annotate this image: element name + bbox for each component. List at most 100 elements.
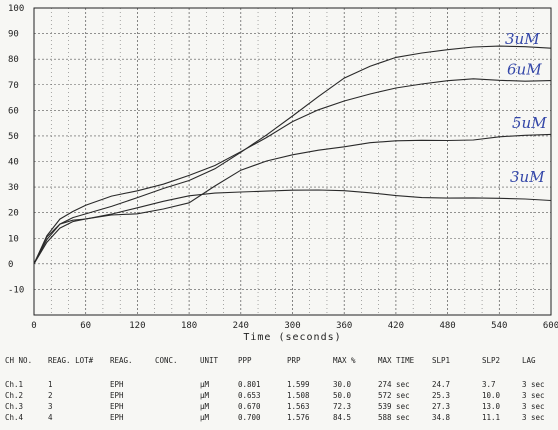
table-cell: μM	[200, 391, 210, 400]
table-cell: 588 sec	[378, 413, 410, 422]
plot-frame	[33, 7, 552, 316]
chart-grid	[34, 7, 551, 316]
series-line	[33, 78, 552, 265]
table-row: Ch.1 1 EPH μM 0.801 1.599 30.0 274 sec 24.7 3.7 3 …	[0, 380, 558, 391]
y-tick-label: 40	[8, 158, 19, 168]
chart-series	[33, 45, 552, 265]
x-tick-label: 240	[233, 321, 249, 331]
table-cell: PRP	[287, 356, 301, 365]
table-cell: 24.7	[432, 380, 451, 389]
handwritten-annotation: 3uM	[505, 30, 540, 48]
table-cell: UNIT	[200, 356, 219, 365]
table-header: CH NO. REAG. LOT# REAG. CONC. UNIT PPP PRP MAX …	[0, 356, 558, 367]
table-cell: 1.563	[287, 402, 310, 411]
series-line	[33, 189, 552, 265]
table-cell: 2	[48, 391, 53, 400]
table-cell: REAG. LOT#	[48, 356, 94, 365]
table-cell: 1.508	[287, 391, 310, 400]
table-cell: 0.801	[238, 380, 261, 389]
series-line	[33, 45, 552, 265]
x-tick-label: 300	[284, 321, 300, 331]
table-cell: SLP2	[482, 356, 501, 365]
table-cell: 3 sec	[522, 402, 545, 411]
table-cell: μM	[200, 413, 210, 422]
table-cell: 0.700	[238, 413, 261, 422]
table-cell: EPH	[110, 380, 124, 389]
y-tick-label: 80	[8, 55, 19, 65]
x-tick-label: 600	[543, 321, 558, 331]
handwritten-annotation: 6uM	[507, 61, 542, 79]
table-cell: 0.670	[238, 402, 261, 411]
table-cell: 27.3	[432, 402, 451, 411]
table-cell: 84.5	[333, 413, 352, 422]
x-tick-label: 120	[129, 321, 145, 331]
table-cell: Ch.2	[5, 391, 24, 400]
table-cell: 572 sec	[378, 391, 410, 400]
table-row: Ch.2 2 EPH μM 0.653 1.508 50.0 572 sec 25.3 10.0 3…	[0, 391, 558, 402]
x-tick-label: 540	[491, 321, 507, 331]
table-cell: 539 sec	[378, 402, 410, 411]
table-cell: 3 sec	[522, 391, 545, 400]
table-cell: 1	[48, 380, 53, 389]
x-tick-label: 180	[181, 321, 197, 331]
table-cell: 3.7	[482, 380, 496, 389]
x-tick-label: 480	[439, 321, 455, 331]
table-cell: 11.1	[482, 413, 501, 422]
table-cell: REAG.	[110, 356, 133, 365]
table-cell: 13.0	[482, 402, 501, 411]
chart-axes	[33, 7, 552, 316]
x-tick-label: 0	[31, 321, 36, 331]
table-cell: 1.576	[287, 413, 310, 422]
table-cell: 274 sec	[378, 380, 410, 389]
table-cell: 1.599	[287, 380, 310, 389]
y-tick-label: 0	[8, 260, 13, 270]
table-cell: μM	[200, 380, 210, 389]
y-tick-label: 70	[8, 81, 19, 91]
y-tick-label: 30	[8, 183, 19, 193]
table-cell: μM	[200, 402, 210, 411]
y-tick-label: 20	[8, 209, 19, 219]
table-cell: 25.3	[432, 391, 451, 400]
table-cell: Ch.4	[5, 413, 24, 422]
handwritten-annotation: 5uM	[512, 114, 547, 132]
table-cell: 3	[48, 402, 53, 411]
table-cell: EPH	[110, 413, 124, 422]
table-cell: EPH	[110, 402, 124, 411]
table-cell: 3 sec	[522, 413, 545, 422]
x-tick-label: 60	[80, 321, 91, 331]
table-cell: 10.0	[482, 391, 501, 400]
table-cell: CONC.	[155, 356, 178, 365]
table-cell: PPP	[238, 356, 252, 365]
x-tick-label: 420	[388, 321, 404, 331]
x-axis-label: Time (seconds)	[243, 332, 341, 343]
y-tick-label: 60	[8, 106, 19, 116]
handwritten-annotation: 3uM	[510, 168, 545, 186]
y-tick-label: 90	[8, 30, 19, 40]
table-row: Ch.3 3 EPH μM 0.670 1.563 72.3 539 sec 27.3 13.0 3…	[0, 402, 558, 413]
table-cell: 0.653	[238, 391, 261, 400]
table-cell: 34.8	[432, 413, 451, 422]
table-cell: Ch.1	[5, 380, 24, 389]
table-cell: 50.0	[333, 391, 352, 400]
table-cell: MAX %	[333, 356, 356, 365]
table-cell: MAX TIME	[378, 356, 415, 365]
table-cell: Ch.3	[5, 402, 24, 411]
y-tick-label: 10	[8, 234, 19, 244]
table-cell: 4	[48, 413, 53, 422]
table-row: Ch.4 4 EPH μM 0.700 1.576 84.5 588 sec 34.8 11.1 3…	[0, 413, 558, 424]
x-tick-label: 360	[336, 321, 352, 331]
table-cell: 30.0	[333, 380, 352, 389]
table-cell: LAG	[522, 356, 536, 365]
table-cell: 3 sec	[522, 380, 545, 389]
y-tick-label: -10	[8, 285, 24, 295]
table-cell: SLP1	[432, 356, 451, 365]
y-tick-label: 100	[8, 4, 24, 14]
table-cell: EPH	[110, 391, 124, 400]
chart-annotations: 3uM 6uM 5uM 3uM	[505, 30, 547, 186]
y-tick-label: 50	[8, 132, 19, 142]
table-cell: 72.3	[333, 402, 352, 411]
table-cell: CH NO.	[5, 356, 33, 365]
